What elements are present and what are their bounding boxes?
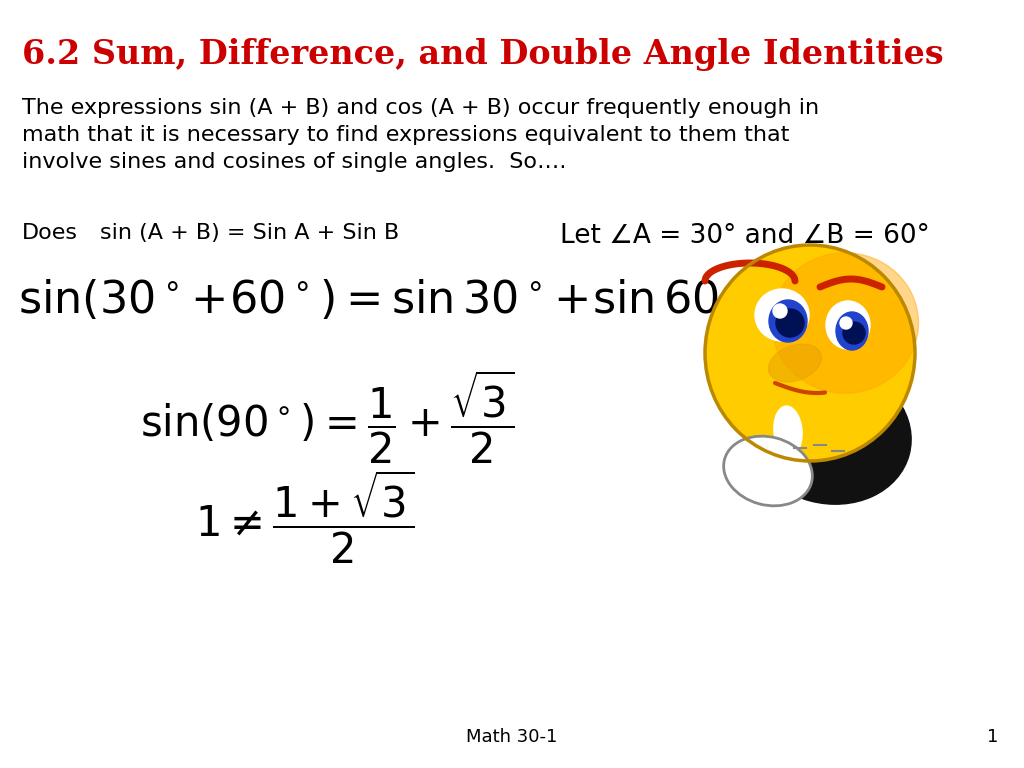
Ellipse shape <box>744 362 911 505</box>
Text: Let ∠A = 30° and ∠B = 60°: Let ∠A = 30° and ∠B = 60° <box>560 223 930 249</box>
Ellipse shape <box>771 253 919 393</box>
Ellipse shape <box>836 312 868 350</box>
Ellipse shape <box>724 436 812 506</box>
Text: Math 30-1: Math 30-1 <box>466 728 558 746</box>
Ellipse shape <box>768 344 821 382</box>
Text: $\sin(30^\circ\!+\!60^\circ) = \sin 30^\circ\!+\!\sin 60^\circ$: $\sin(30^\circ\!+\!60^\circ) = \sin 30^\… <box>18 278 742 322</box>
Circle shape <box>840 317 852 329</box>
Ellipse shape <box>705 245 915 461</box>
Ellipse shape <box>769 300 807 342</box>
Circle shape <box>843 322 865 344</box>
Text: $1 \neq \dfrac{1+\sqrt{3}}{2}$: $1 \neq \dfrac{1+\sqrt{3}}{2}$ <box>195 468 415 565</box>
Ellipse shape <box>826 301 870 349</box>
Ellipse shape <box>722 435 754 472</box>
Text: The expressions sin (A + B) and cos (A + B) occur frequently enough in
math that: The expressions sin (A + B) and cos (A +… <box>22 98 819 172</box>
Ellipse shape <box>774 406 802 456</box>
Circle shape <box>773 304 787 318</box>
Text: 1: 1 <box>987 728 998 746</box>
Circle shape <box>776 309 804 337</box>
Text: $\sin(90^\circ) = \dfrac{1}{2} + \dfrac{\sqrt{3}}{2}$: $\sin(90^\circ) = \dfrac{1}{2} + \dfrac{… <box>140 368 515 465</box>
Text: Does: Does <box>22 223 78 243</box>
Ellipse shape <box>755 289 809 341</box>
Text: sin (A + B) = Sin A + Sin B: sin (A + B) = Sin A + Sin B <box>100 223 399 243</box>
Text: 6.2 Sum, Difference, and Double Angle Identities: 6.2 Sum, Difference, and Double Angle Id… <box>22 38 944 71</box>
